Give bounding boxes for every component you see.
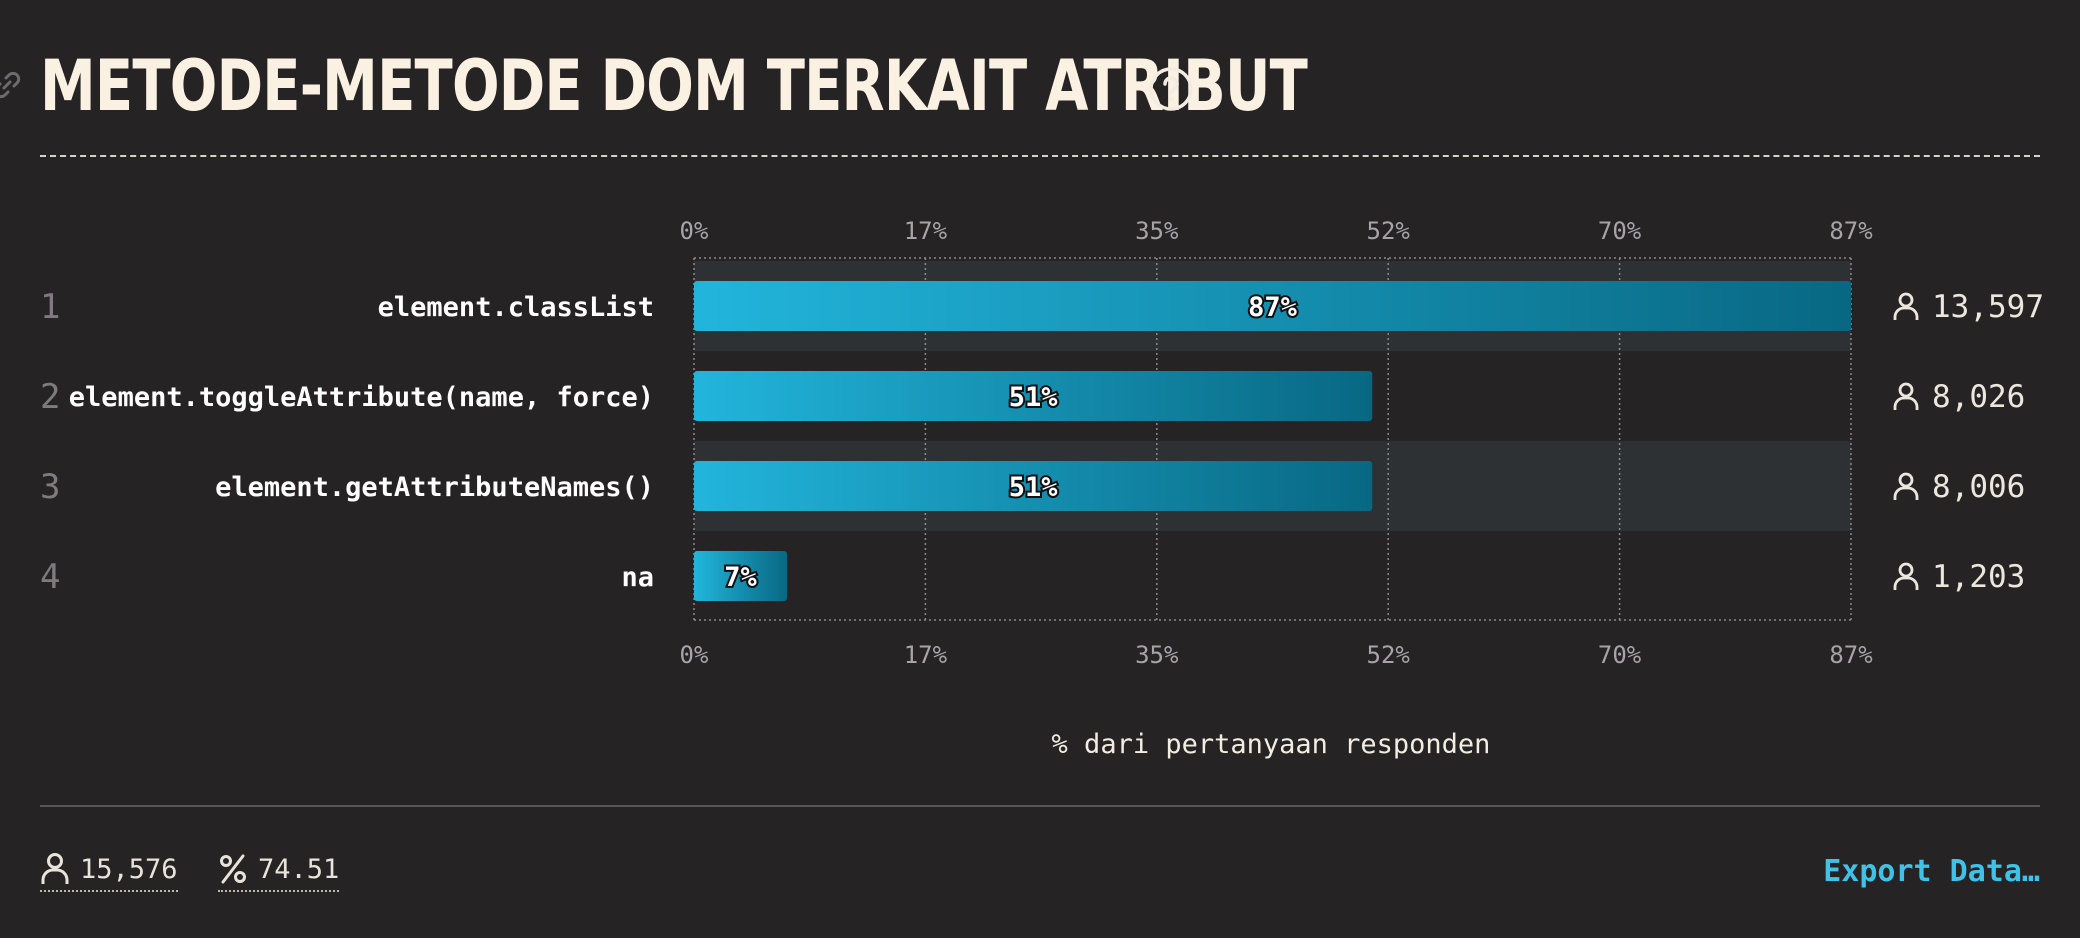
category-label: na (621, 562, 654, 593)
x-tick-label-bottom: 17% (904, 641, 948, 669)
user-icon (1893, 472, 1919, 500)
bar (694, 371, 1373, 421)
export-data-link[interactable]: Export Data… (1823, 854, 2040, 889)
rank-number: 2 (40, 377, 60, 417)
x-tick-label-bottom: 52% (1367, 641, 1411, 669)
category-label: element.getAttributeNames() (215, 472, 654, 503)
rank-number: 4 (40, 557, 60, 597)
bar (694, 551, 788, 601)
x-tick-label-bottom: 70% (1598, 641, 1642, 669)
category-label: element.classList (378, 292, 654, 323)
page-title: METODE-METODE DOM TERKAIT ATRIBUT (40, 45, 1308, 127)
rank-number: 1 (40, 287, 60, 327)
bar-value-label: 7% (724, 562, 757, 593)
respondent-count: 13,597 (1932, 289, 2044, 325)
rank-number: 3 (40, 467, 60, 507)
x-tick-label-top: 0% (680, 217, 709, 245)
percent-icon (220, 854, 246, 884)
category-label: element.toggleAttribute(name, force) (69, 382, 654, 413)
user-icon (1893, 292, 1919, 320)
percent-stat[interactable]: 74.51 (218, 852, 340, 892)
bar-value-label: 51% (1009, 382, 1059, 413)
link-icon[interactable] (0, 70, 22, 100)
question-circle-icon[interactable] (1148, 66, 1194, 112)
x-tick-label-bottom: 0% (680, 641, 709, 669)
x-tick-label-bottom: 87% (1829, 641, 1873, 669)
x-tick-label-top: 52% (1367, 217, 1411, 245)
x-tick-label-top: 35% (1135, 217, 1179, 245)
respondent-count: 8,006 (1932, 469, 2025, 505)
bar (694, 461, 1373, 511)
x-axis-label: % dari pertanyaan responden (1052, 729, 1491, 760)
percent-value: 74.51 (258, 853, 340, 885)
respondent-count: 1,203 (1932, 559, 2025, 595)
x-tick-label-bottom: 35% (1135, 641, 1179, 669)
bar-value-label: 51% (1009, 472, 1059, 503)
bar (694, 281, 1851, 331)
respondents-stat[interactable]: 15,576 (40, 852, 178, 892)
respondents-count: 15,576 (80, 853, 178, 885)
user-icon (41, 853, 69, 884)
bar-chart: 0% 0% 17% 17% 35% 35% 52% 52% 70% 70% 87% 87% 87% 1 e… (40, 217, 2044, 760)
user-icon (1893, 562, 1919, 590)
title-divider (40, 155, 2040, 157)
x-tick-label-top: 70% (1598, 217, 1642, 245)
user-icon (1893, 382, 1919, 410)
footer-divider (40, 805, 2040, 807)
respondent-count: 8,026 (1932, 379, 2025, 415)
bar-value-label: 87% (1248, 292, 1298, 323)
x-tick-label-top: 17% (904, 217, 948, 245)
x-tick-label-top: 87% (1829, 217, 1873, 245)
